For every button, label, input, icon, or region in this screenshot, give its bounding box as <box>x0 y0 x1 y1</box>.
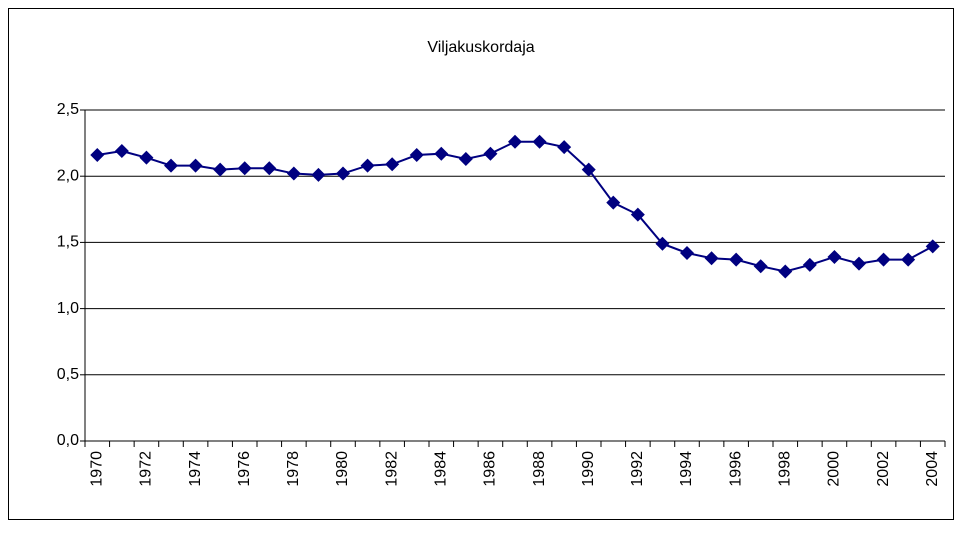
marker <box>164 158 178 173</box>
y-tick-label: 2,0 <box>57 167 79 184</box>
y-tick-label: 1,0 <box>57 300 79 317</box>
marker <box>557 140 572 155</box>
marker <box>753 259 768 274</box>
marker <box>852 256 866 271</box>
x-tick-label: 1974 <box>187 451 204 487</box>
x-tick-label: 1980 <box>334 451 351 487</box>
x-tick-label: 2002 <box>875 451 892 487</box>
marker <box>213 162 228 177</box>
x-tick-label: 1972 <box>138 451 155 487</box>
marker <box>114 144 129 159</box>
marker <box>286 166 301 181</box>
marker <box>876 252 891 267</box>
marker <box>729 252 744 267</box>
marker <box>360 158 375 173</box>
marker <box>630 207 645 222</box>
x-tick-label: 1978 <box>285 451 302 487</box>
x-tick-label: 1986 <box>482 451 499 487</box>
y-tick-label: 0,0 <box>57 432 79 449</box>
marker <box>458 151 473 166</box>
marker <box>925 239 940 254</box>
y-tick-label: 2,5 <box>57 101 79 118</box>
x-tick-label: 1998 <box>777 451 794 487</box>
marker <box>680 245 694 260</box>
y-tick-label: 1,5 <box>57 234 79 251</box>
marker <box>532 134 547 149</box>
marker <box>434 146 449 161</box>
x-tick-label: 1996 <box>727 451 744 487</box>
x-tick-label: 1976 <box>236 451 253 487</box>
marker <box>90 148 105 163</box>
marker <box>385 157 400 172</box>
marker <box>778 264 793 279</box>
marker <box>237 161 252 176</box>
marker <box>827 249 842 264</box>
marker <box>606 195 621 210</box>
chart-frame <box>8 8 954 520</box>
marker <box>508 134 522 149</box>
marker <box>188 158 203 173</box>
marker <box>336 166 350 181</box>
marker <box>901 252 916 267</box>
marker <box>802 257 817 272</box>
chart-title: Viljakuskordaja <box>427 39 534 56</box>
x-tick-label: 2004 <box>924 451 941 487</box>
marker <box>311 167 326 182</box>
x-tick-label: 2000 <box>826 451 843 487</box>
marker <box>139 150 154 165</box>
marker <box>262 161 277 176</box>
marker <box>655 236 670 251</box>
x-tick-label: 1982 <box>383 451 400 487</box>
marker <box>409 148 424 163</box>
marker <box>704 251 719 266</box>
x-tick-label: 1970 <box>89 451 106 487</box>
marker <box>483 146 498 161</box>
x-tick-label: 1984 <box>433 451 450 487</box>
y-tick-label: 0,5 <box>57 366 79 383</box>
x-tick-label: 1988 <box>531 451 548 487</box>
x-tick-label: 1994 <box>678 451 695 487</box>
x-tick-label: 1992 <box>629 451 646 487</box>
marker <box>581 162 596 177</box>
x-tick-label: 1990 <box>580 451 597 487</box>
